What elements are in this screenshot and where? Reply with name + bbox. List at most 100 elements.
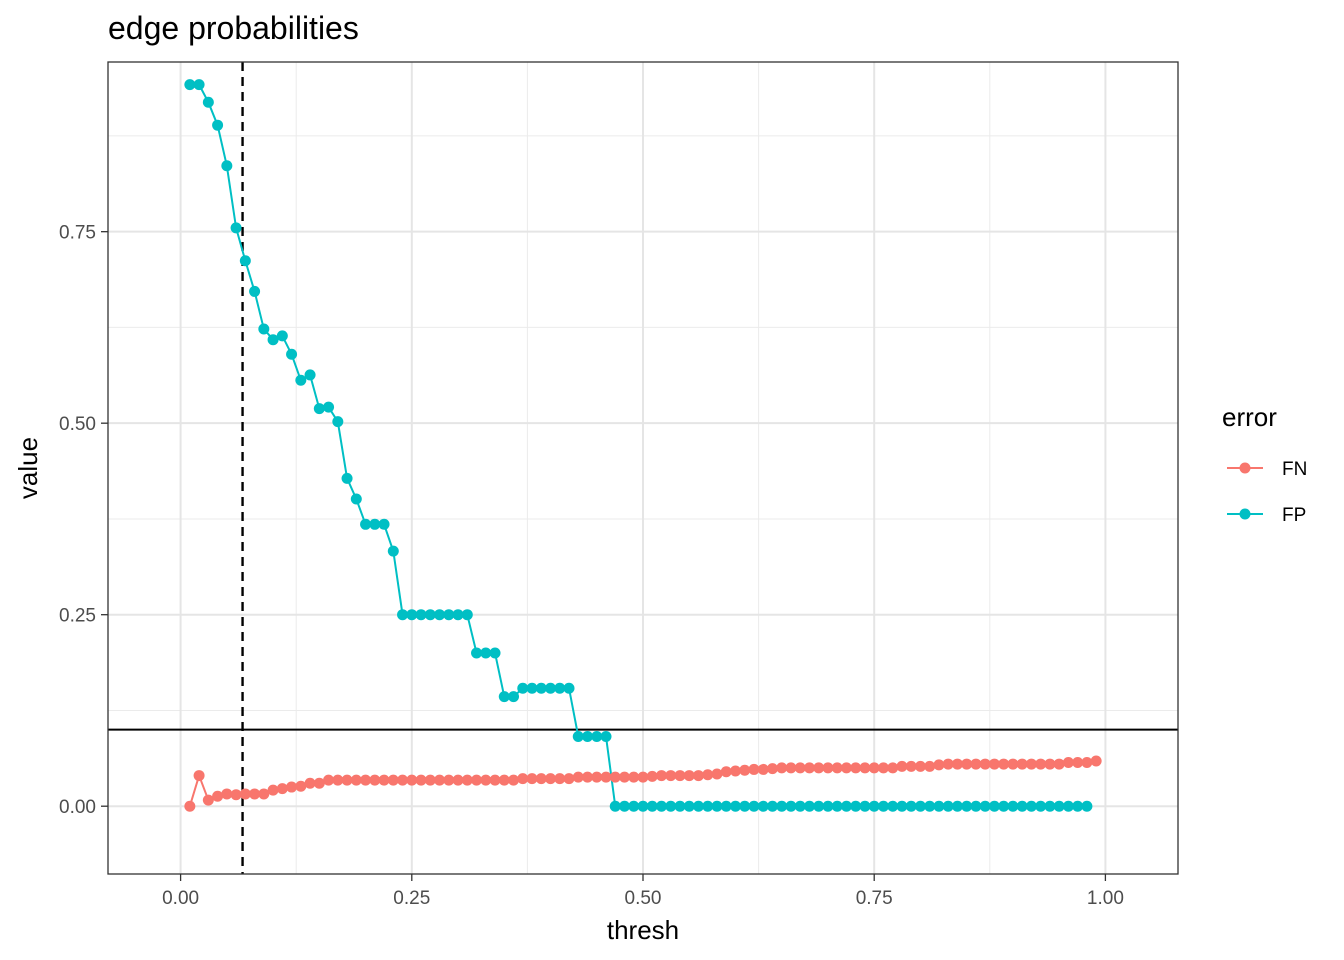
- data-point-fp: [803, 800, 815, 812]
- data-point-fp: [1081, 800, 1093, 812]
- data-point-fn: [258, 788, 270, 800]
- data-point-fn: [619, 771, 631, 783]
- data-point-fn: [683, 770, 695, 782]
- x-tick-label: 0.75: [856, 888, 893, 909]
- data-point-fn: [582, 771, 594, 783]
- y-axis: 0.00 0.25 0.50 0.75: [59, 223, 108, 818]
- data-point-fn: [193, 770, 205, 782]
- data-point-fn: [720, 766, 732, 778]
- y-tick-label: 0.00: [59, 797, 96, 818]
- legend-title: error: [1222, 402, 1277, 432]
- data-point-fn: [434, 774, 446, 786]
- data-point-fn: [535, 773, 547, 785]
- data-point-fn: [452, 774, 464, 786]
- data-point-fp: [341, 472, 353, 484]
- data-point-fp: [942, 800, 954, 812]
- data-point-fn: [850, 762, 862, 774]
- data-point-fp: [979, 800, 991, 812]
- data-point-fp: [498, 691, 510, 703]
- data-point-fp: [711, 800, 723, 812]
- data-point-fn: [702, 769, 714, 781]
- data-point-fp: [1062, 800, 1074, 812]
- data-point-fn: [341, 774, 353, 786]
- data-point-fp: [933, 800, 945, 812]
- data-point-fp: [702, 800, 714, 812]
- data-point-fn: [887, 762, 899, 774]
- data-point-fp: [313, 403, 325, 415]
- data-point-fn: [868, 762, 880, 774]
- data-point-fp: [628, 800, 640, 812]
- data-point-fp: [480, 647, 492, 659]
- data-point-fn: [471, 774, 483, 786]
- data-point-fn: [970, 758, 982, 770]
- y-tick-label: 0.75: [59, 223, 96, 244]
- data-point-fn: [230, 789, 242, 801]
- data-point-fn: [905, 760, 917, 772]
- data-point-fn: [378, 774, 390, 786]
- data-point-fp: [202, 96, 214, 108]
- data-point-fn: [424, 774, 436, 786]
- x-tick-label: 1.00: [1087, 888, 1124, 909]
- data-point-fn: [840, 762, 852, 774]
- data-point-fp: [184, 79, 196, 91]
- x-axis: 0.00 0.25 0.50 0.75 1.00: [162, 874, 1124, 909]
- data-point-fn: [489, 774, 501, 786]
- data-point-fn: [323, 774, 335, 786]
- data-point-fp: [831, 800, 843, 812]
- data-point-fn: [988, 758, 1000, 770]
- data-point-fp: [1035, 800, 1047, 812]
- data-point-fp: [545, 682, 557, 694]
- data-point-fn: [1062, 757, 1074, 769]
- data-point-fp: [563, 682, 575, 694]
- data-point-fn: [406, 774, 418, 786]
- data-point-fp: [739, 800, 751, 812]
- data-point-fp: [369, 518, 381, 530]
- data-point-fn: [729, 765, 741, 777]
- data-point-fp: [887, 800, 899, 812]
- data-point-fn: [591, 771, 603, 783]
- data-point-fn: [1090, 755, 1102, 767]
- data-point-fn: [896, 760, 908, 772]
- legend-label-fn: FN: [1282, 459, 1307, 480]
- data-point-fp: [471, 647, 483, 659]
- data-point-fp: [748, 800, 760, 812]
- data-point-fp: [683, 800, 695, 812]
- data-point-fp: [1025, 800, 1037, 812]
- data-point-fn: [286, 781, 298, 793]
- data-point-fp: [332, 416, 344, 428]
- data-point-fp: [452, 609, 464, 621]
- data-point-fp: [1007, 800, 1019, 812]
- data-point-fn: [267, 784, 279, 796]
- data-point-fn: [1081, 757, 1093, 769]
- data-point-fp: [406, 609, 418, 621]
- data-point-fn: [332, 774, 344, 786]
- legend-key-point-fn: [1239, 462, 1251, 474]
- data-point-fp: [221, 160, 233, 172]
- data-point-fn: [609, 771, 621, 783]
- data-point-fp: [397, 609, 409, 621]
- data-point-fn: [776, 762, 788, 774]
- data-point-fn: [249, 788, 261, 800]
- data-point-fp: [674, 800, 686, 812]
- y-axis-title: value: [13, 437, 43, 499]
- data-point-fp: [655, 800, 667, 812]
- data-point-fp: [434, 609, 446, 621]
- data-point-fp: [212, 119, 224, 131]
- data-point-fp: [258, 323, 270, 335]
- data-point-fp: [350, 493, 362, 505]
- data-point-fp: [692, 800, 704, 812]
- data-point-fp: [757, 800, 769, 812]
- data-point-fp: [582, 730, 594, 742]
- data-point-fn: [859, 762, 871, 774]
- data-point-fn: [313, 777, 325, 789]
- data-point-fn: [572, 771, 584, 783]
- data-point-fp: [896, 800, 908, 812]
- data-point-fp: [619, 800, 631, 812]
- data-point-fn: [184, 800, 196, 812]
- data-point-fp: [535, 682, 547, 694]
- data-point-fp: [267, 334, 279, 346]
- data-point-fp: [508, 691, 520, 703]
- data-point-fp: [776, 800, 788, 812]
- data-point-fp: [572, 730, 584, 742]
- data-point-fp: [609, 800, 621, 812]
